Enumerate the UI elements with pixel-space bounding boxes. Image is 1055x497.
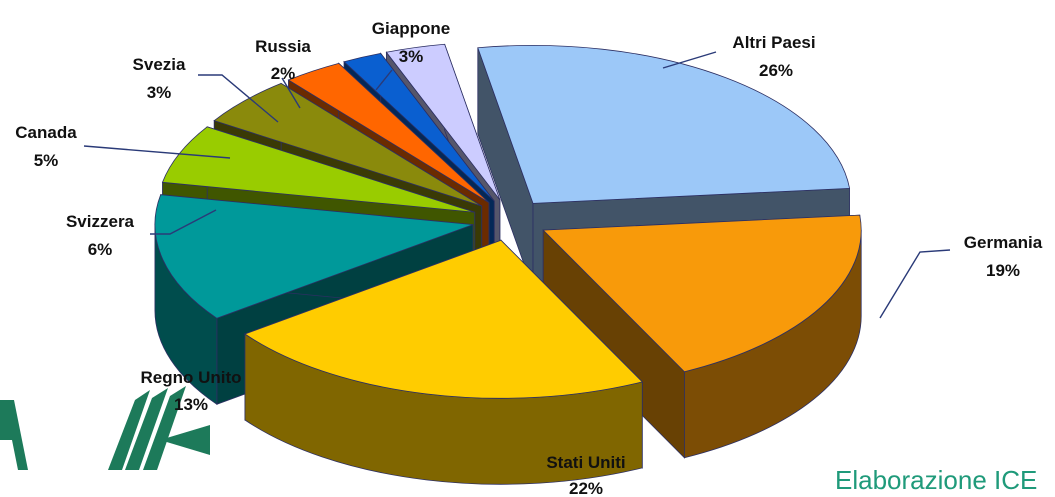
pie-slice-top-stati-uniti — [244, 239, 644, 399]
leader-line-svizzera — [150, 209, 217, 235]
slice-value-canada: 5% — [34, 151, 59, 170]
slice-label-russia: Russia — [255, 37, 311, 56]
pie-slice-top-regno-unito — [154, 194, 474, 319]
slice-label-svizzera: Svizzera — [66, 212, 135, 231]
leader-line-giappone — [375, 69, 393, 91]
slice-label-stati-uniti: Stati Uniti — [546, 453, 625, 472]
pie-slice-stati-uniti — [244, 239, 644, 485]
leader-line-germania — [879, 249, 951, 319]
slice-label-germania: Germania — [964, 233, 1043, 252]
pie-slice-top-canada — [213, 82, 482, 207]
slice-label-svezia: Svezia — [133, 55, 186, 74]
pie-slice-germania — [542, 214, 862, 459]
pie-slice-top-altri-paesi — [477, 44, 851, 204]
slice-value-giappone: 3% — [399, 47, 424, 66]
slice-label-giappone: Giappone — [372, 19, 450, 38]
leader-line-canada — [83, 145, 231, 159]
slice-value-russia: 2% — [271, 64, 296, 83]
pie-slice-top-svezia — [287, 62, 490, 203]
leader-line-altri-paesi — [662, 51, 717, 69]
slice-label-canada: Canada — [15, 123, 77, 142]
slice-value-germania: 19% — [986, 261, 1020, 280]
slice-label-altri-paesi: Altri Paesi — [732, 33, 815, 52]
slice-value-stati-uniti: 22% — [569, 479, 603, 497]
leader-line-russia — [281, 77, 301, 109]
chevron-logo-icon — [0, 386, 210, 470]
leader-line-svezia — [198, 74, 279, 123]
slice-value-altri-paesi: 26% — [759, 61, 793, 80]
pie-slice-top-giappone — [385, 43, 501, 201]
slice-label-regno-unito: Regno Unito — [140, 368, 241, 387]
pie-slice-top-russia — [343, 52, 495, 202]
slice-value-svezia: 3% — [147, 83, 172, 102]
source-note: Elaborazione ICE — [835, 465, 1038, 495]
slice-value-svizzera: 6% — [88, 240, 113, 259]
pie-slice-top-germania — [542, 214, 862, 373]
slice-value-regno-unito: 13% — [174, 395, 208, 414]
